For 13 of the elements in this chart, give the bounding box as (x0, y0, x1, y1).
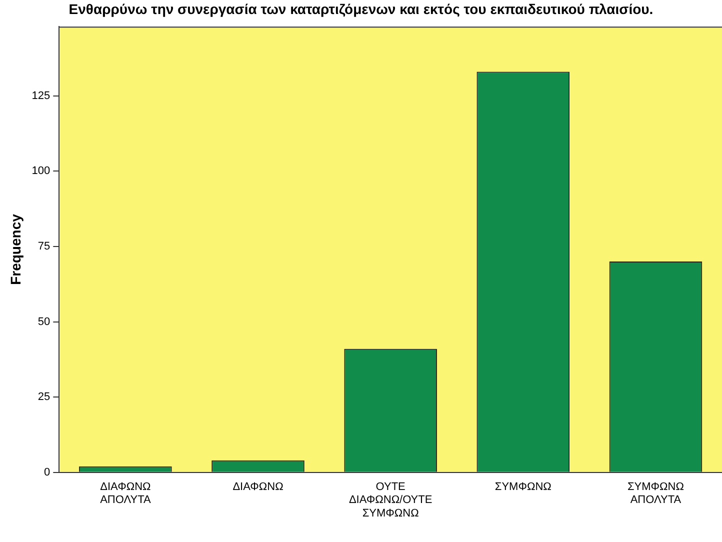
y-tick-label: 50 (38, 316, 50, 328)
y-tick-label: 100 (32, 165, 50, 178)
y-tick-label: 0 (44, 466, 50, 478)
x-tick-label: ΣΥΜΦΩΝΩ ΑΠΟΛΥΤΑ (627, 481, 684, 506)
x-tick-label: ΣΥΜΦΩΝΩ (494, 481, 552, 494)
y-axis-title: Frequency (7, 214, 24, 285)
y-tick-label: 75 (38, 240, 50, 253)
y-tick-label: 125 (32, 90, 50, 102)
x-tick-label: ΔΙΑΦΩΝΩ ΑΠΟΛΥΤΑ (100, 481, 152, 506)
y-tick-label: 25 (38, 391, 50, 404)
x-tick-label: ΔΙΑΦΩΝΩ (232, 481, 284, 494)
x-tick-label: ΟΥΤΕ ΔΙΑΦΩΝΩ/ΟΥΤΕ ΣΥΜΦΩΝΩ (348, 481, 432, 520)
chart-title: Ενθαρρύνω την συνεργασία των καταρτιζόμενων και εκτός του εκπαιδευτικού πλαισίου. (68, 0, 654, 17)
